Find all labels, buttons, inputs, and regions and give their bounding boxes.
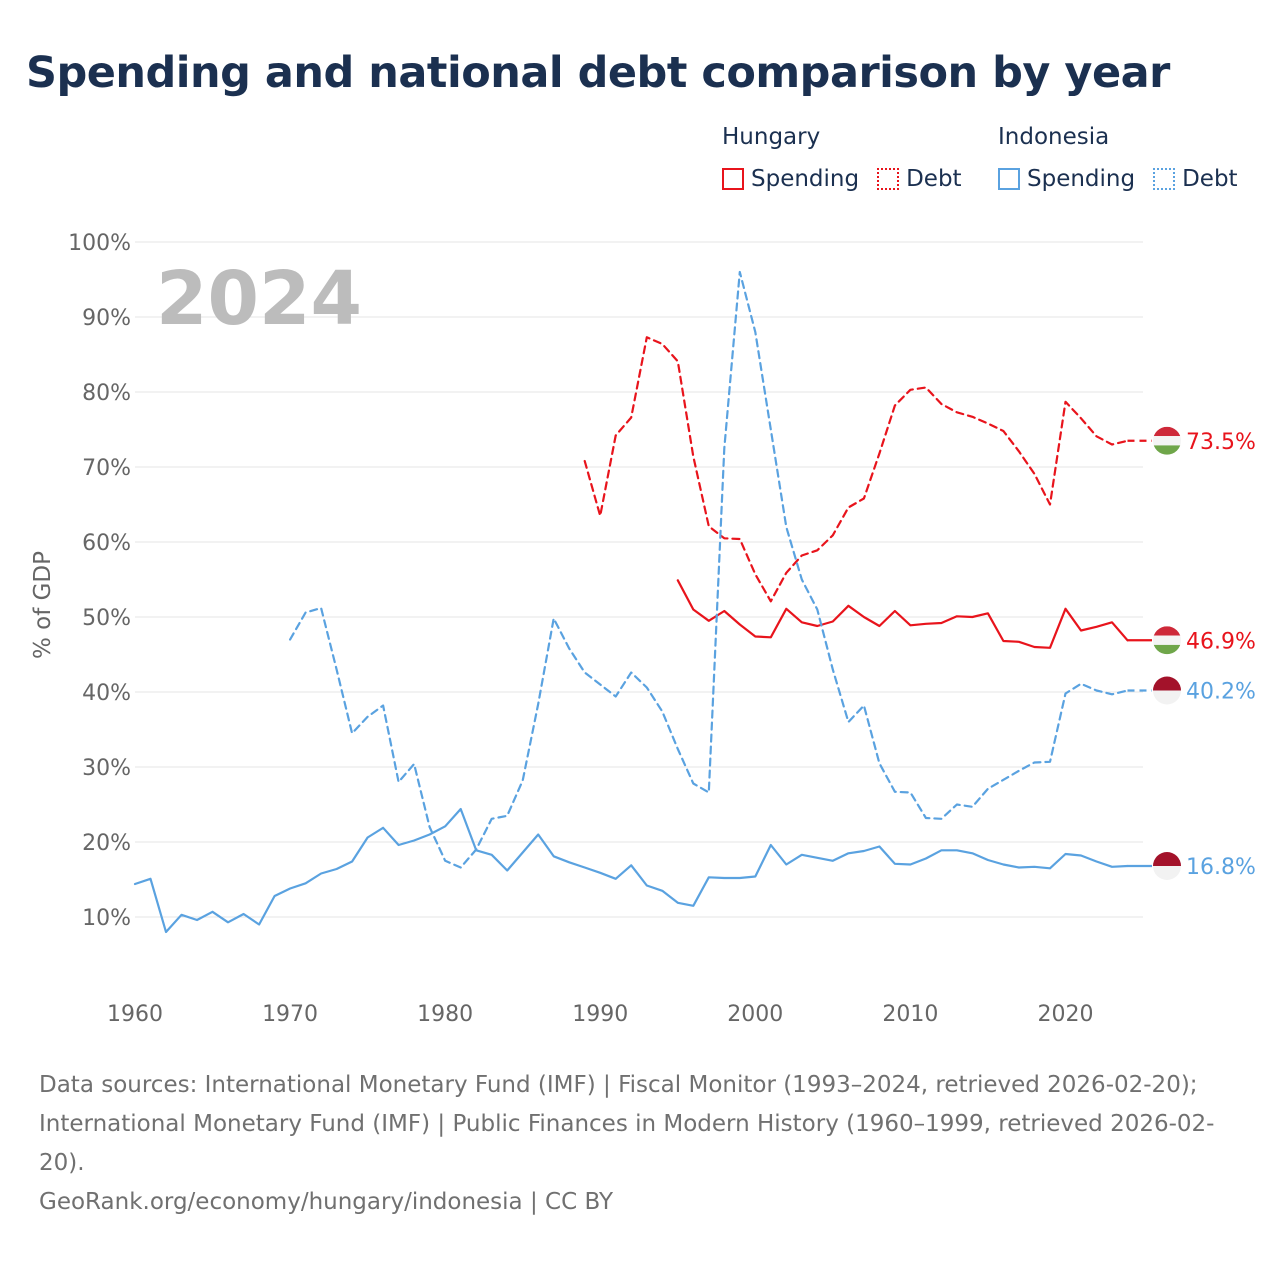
legend-item-indonesia-spending[interactable]: Spending	[998, 166, 1135, 192]
hungary-flag-icon	[1153, 626, 1181, 655]
x-tick-label: 2020	[1037, 1002, 1093, 1027]
y-tick-label: 80%	[82, 381, 131, 406]
legend-country-label: Indonesia	[998, 124, 1110, 150]
grid-lines	[135, 241, 1143, 918]
legend-item-label: Spending	[1027, 166, 1136, 192]
x-tick-label: 1980	[417, 1002, 473, 1027]
y-tick-label: 50%	[82, 606, 131, 631]
y-tick-label: 20%	[82, 831, 131, 856]
y-tick-label: 90%	[82, 306, 131, 331]
legend-country-label: Hungary	[722, 124, 821, 150]
legend-indonesia: Indonesia Spending Debt	[998, 124, 1238, 192]
y-tick-label: 30%	[82, 756, 131, 781]
end-value-label: 16.8%	[1186, 855, 1256, 880]
end-value-label: 40.2%	[1186, 680, 1256, 705]
end-value-label: 73.5%	[1186, 430, 1256, 455]
indonesia-flag-icon	[1153, 676, 1181, 705]
y-tick-label: 40%	[82, 681, 131, 706]
y-axis: 10% 20% 30% 40% 50% 60% 70% 80% 90% 100%	[68, 231, 131, 931]
legend-swatch-solid	[998, 168, 1020, 190]
legend-item-indonesia-debt[interactable]: Debt	[1153, 166, 1238, 192]
indonesia-flag-icon	[1153, 852, 1181, 880]
legend-item-label: Debt	[906, 166, 962, 192]
legend-item-label: Debt	[1182, 166, 1238, 192]
y-tick-label: 60%	[82, 531, 131, 556]
footer: Data sources: International Monetary Fun…	[39, 1066, 1239, 1222]
indonesia-spending-line	[133, 807, 1129, 934]
chart-title: Spending and national debt comparison by…	[26, 48, 1170, 98]
hungary-flag-icon	[1153, 426, 1181, 455]
legend-item-label: Spending	[751, 166, 860, 192]
legend-item-hungary-debt[interactable]: Debt	[877, 166, 962, 192]
line-chart: 10% 20% 30% 40% 50% 60% 70% 80% 90% 100% 1960 1970…	[30, 231, 1256, 1027]
x-tick-label: 1960	[107, 1002, 163, 1027]
legend-swatch-dotted	[877, 168, 900, 190]
series-lines	[133, 270, 1152, 934]
x-tick-label: 2010	[882, 1002, 938, 1027]
legend-swatch-dotted	[1153, 168, 1176, 190]
x-tick-label: 1970	[262, 1002, 318, 1027]
legend-swatch-solid	[722, 168, 744, 190]
year-watermark: 2024	[156, 256, 362, 342]
y-tick-label: 10%	[82, 906, 131, 931]
x-axis: 1960 1970 1980 1990 2000 2010 2020	[107, 1002, 1093, 1027]
legend-hungary: Hungary Spending Debt	[722, 124, 962, 192]
indonesia-debt-line	[289, 270, 1129, 869]
legend-item-hungary-spending[interactable]: Spending	[722, 166, 859, 192]
y-axis-label: % of GDP	[30, 551, 56, 659]
hungary-spending-line	[676, 579, 1129, 649]
x-tick-label: 2000	[727, 1002, 783, 1027]
x-tick-label: 1990	[572, 1002, 628, 1027]
y-tick-label: 100%	[68, 231, 131, 256]
hungary-debt-line	[583, 336, 1129, 603]
end-value-label: 46.9%	[1186, 629, 1256, 654]
end-labels: 73.5% 46.9% 40.2% 16.8%	[1153, 426, 1256, 880]
y-tick-label: 70%	[82, 456, 131, 481]
data-sources: Data sources: International Monetary Fun…	[39, 1072, 1215, 1176]
credit-link[interactable]: GeoRank.org/economy/hungary/indonesia | …	[39, 1189, 614, 1215]
